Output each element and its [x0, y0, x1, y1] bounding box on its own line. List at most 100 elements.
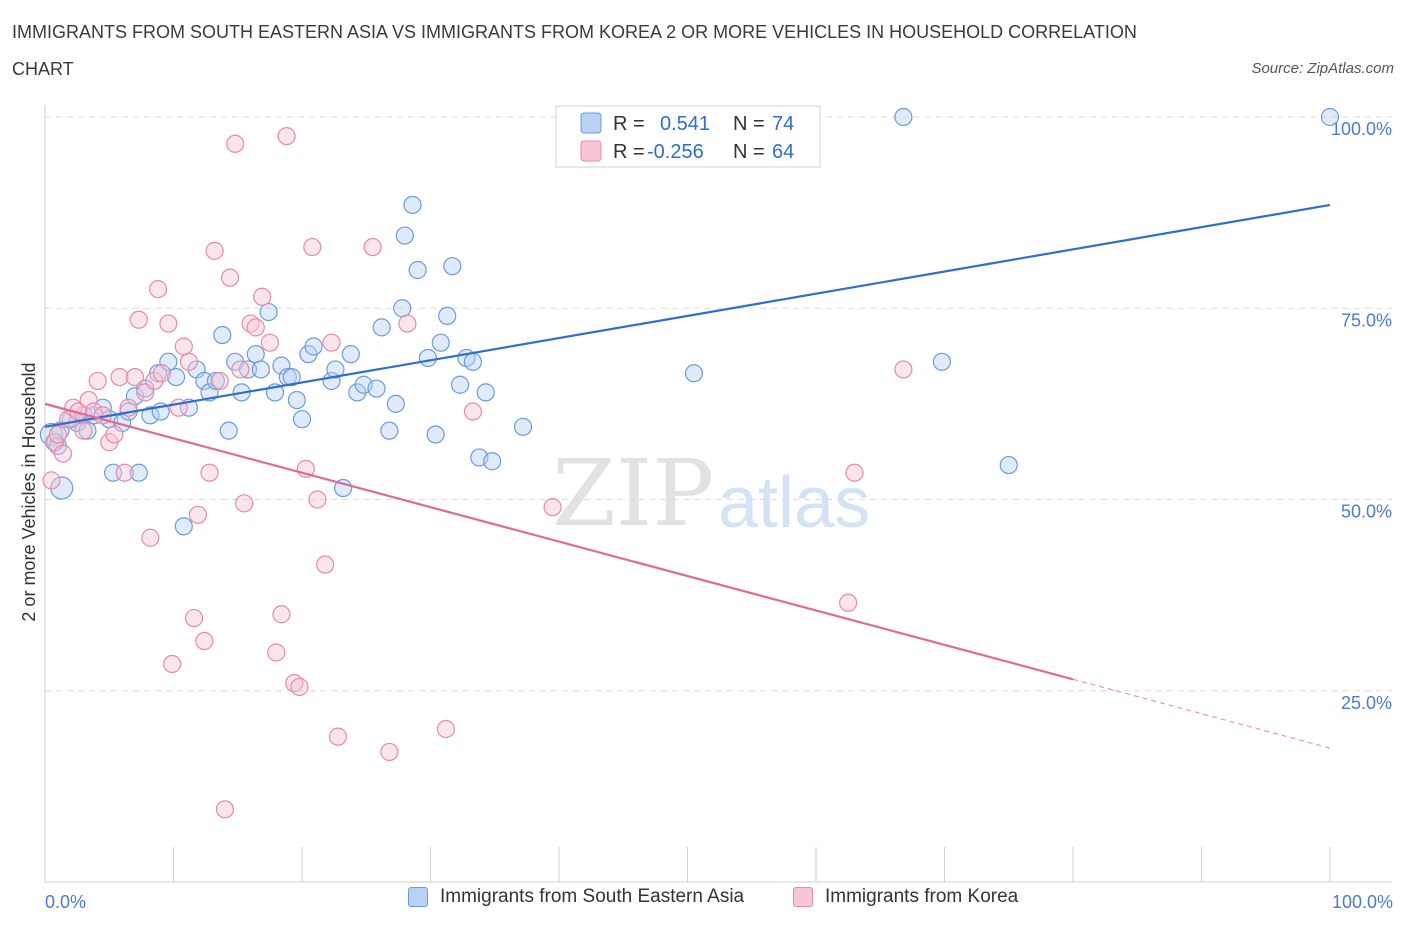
trend-line-korea	[44, 402, 1074, 681]
korea-point-57	[398, 314, 417, 333]
legend-r-label-1: R =	[613, 113, 645, 135]
korea-point-51	[308, 490, 327, 509]
korea-point-13	[105, 425, 124, 444]
korea-point-28	[179, 352, 199, 371]
korea-point-46	[277, 127, 296, 146]
legend-swatch-blue	[580, 112, 602, 134]
sea-point-75	[1320, 107, 1340, 127]
sea-point-40	[282, 368, 301, 387]
korea-point-36	[220, 268, 240, 287]
sea-point-38	[272, 356, 291, 375]
bottom-legend: Immigrants from South Eastern Asia Immig…	[0, 886, 1406, 918]
legend-swatch-south-eastern-asia	[408, 887, 428, 907]
legend-n-label-2: N =	[733, 141, 765, 163]
sea-point-34	[246, 345, 265, 364]
sea-point-42	[292, 410, 312, 429]
axes	[44, 105, 1392, 883]
sea-point-62	[438, 306, 457, 325]
korea-point-3	[53, 444, 73, 463]
sea-point-55	[393, 299, 412, 318]
y-axis-label: 2 or more Vehicles in Household	[19, 362, 39, 621]
korea-point-21	[145, 371, 164, 391]
sea-point-28	[206, 371, 226, 391]
korea-point-35	[215, 800, 234, 819]
watermark-zip: ZIP	[552, 440, 714, 547]
korea-point-45	[272, 605, 291, 624]
korea-point-8	[79, 390, 98, 410]
korea-point-43	[260, 333, 279, 352]
sea-point-33	[238, 360, 258, 379]
korea-point-59	[463, 402, 483, 421]
korea-point-10	[88, 371, 107, 391]
korea-point-44	[267, 643, 286, 662]
x-tick-labels: 0.0% 100.0%	[45, 892, 1393, 912]
korea-point-38	[231, 360, 250, 379]
korea-point-48	[290, 677, 309, 697]
korea-point-18	[129, 310, 148, 329]
korea-point-60	[543, 498, 562, 517]
sea-point-57	[403, 195, 422, 215]
sea-point-8	[78, 421, 97, 440]
sea-point-44	[304, 337, 323, 356]
sea-point-61	[431, 333, 450, 352]
y-tick-label-0: 25.0%	[1341, 693, 1392, 713]
sea-point-74	[999, 455, 1018, 475]
sea-point-58	[408, 260, 427, 280]
sea-point-53	[380, 421, 399, 440]
legend-swatch-korea	[793, 887, 813, 907]
y-tick-label-3: 100.0%	[1331, 119, 1392, 139]
sea-point-29	[213, 325, 232, 345]
sea-point-41	[287, 390, 306, 410]
sea-point-48	[341, 345, 360, 364]
sea-point-56	[395, 226, 414, 245]
sea-point-22	[166, 368, 186, 387]
korea-point-50	[303, 237, 322, 257]
korea-point-25	[163, 654, 182, 674]
korea-point-56	[380, 742, 399, 762]
korea-point-30	[188, 505, 208, 524]
korea-point-31	[195, 631, 214, 651]
korea-point-37	[226, 134, 245, 153]
korea-point-58	[436, 719, 456, 739]
korea-point-33	[205, 241, 224, 260]
korea-point-22	[148, 280, 168, 299]
y-tick-label-1: 50.0%	[1341, 502, 1392, 522]
korea-point-0	[42, 471, 61, 490]
sea-point-52	[372, 318, 391, 337]
legend-r-value-2: -0.256	[647, 141, 704, 163]
korea-point-20	[141, 528, 160, 547]
legend-label-south-eastern-asia: Immigrants from South Eastern Asia	[440, 886, 745, 907]
legend-n-value-1: 74	[772, 113, 794, 135]
sea-point-35	[251, 360, 270, 379]
korea-point-55	[363, 237, 382, 257]
korea-point-32	[200, 463, 219, 482]
legend-item-korea: Immigrants from Korea	[793, 886, 1018, 908]
korea-point-14	[110, 368, 129, 387]
korea-point-15	[115, 463, 134, 482]
legend-label-korea: Immigrants from Korea	[825, 886, 1019, 907]
x-tick-label-0: 0.0%	[45, 892, 86, 912]
sea-point-16	[129, 463, 148, 482]
korea-point-39	[235, 494, 254, 513]
korea-point-34	[210, 371, 229, 391]
trend-line-sea	[44, 203, 1331, 428]
source-label: Source: ZipAtlas.com	[1251, 60, 1394, 77]
x-tick-label-1: 100.0%	[1332, 892, 1393, 912]
legend-n-label-1: N =	[733, 113, 765, 135]
sea-point-15	[125, 387, 145, 406]
korea-point-62	[845, 463, 864, 482]
sea-point-63	[443, 257, 462, 276]
sea-point-68	[476, 383, 495, 402]
korea-point-23	[152, 364, 172, 383]
sea-point-70	[513, 417, 533, 436]
korea-point-27	[174, 337, 193, 356]
korea-point-63	[894, 360, 913, 379]
sea-point-21	[159, 352, 178, 371]
y-tick-label-2: 75.0%	[1341, 310, 1392, 330]
legend-r-label-2: R =	[613, 141, 645, 163]
korea-point-52	[316, 555, 335, 574]
watermark-atlas: atlas	[718, 463, 870, 543]
korea-point-2	[48, 425, 67, 444]
sea-point-4	[50, 476, 74, 500]
